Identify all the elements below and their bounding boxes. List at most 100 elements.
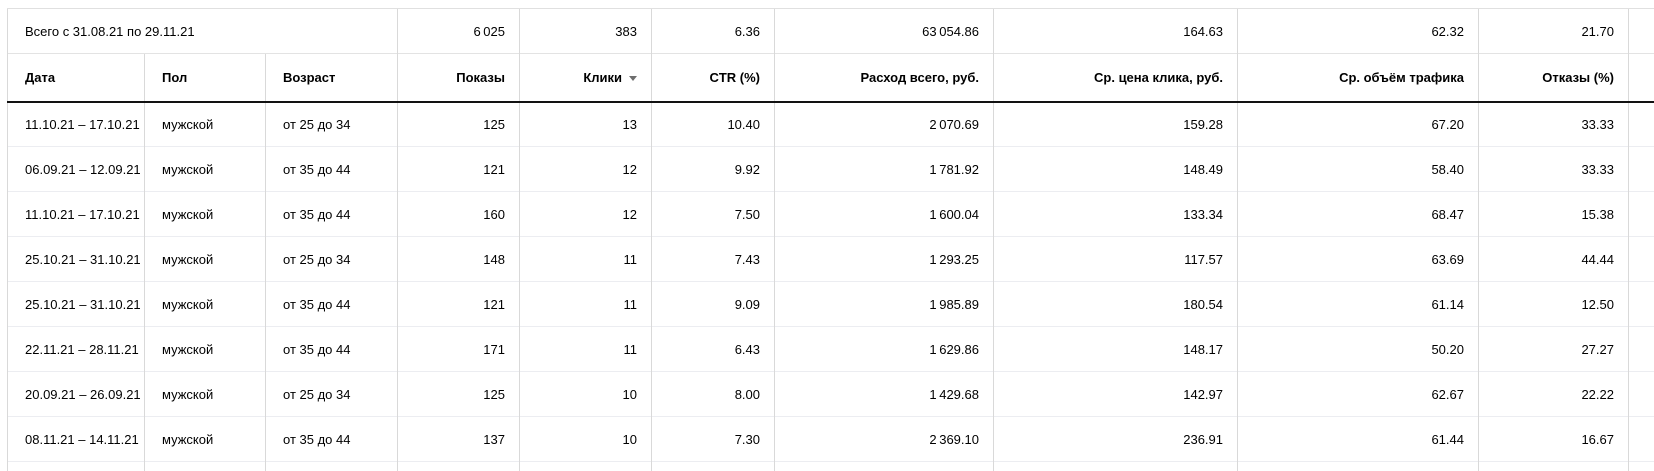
totals-avg-cpc: 164.63 (993, 8, 1238, 54)
cell-bounce-rate: 12.50 (1478, 281, 1629, 327)
cell-clicks: 11 (519, 326, 652, 372)
cell-avg-cpc: 148.17 (993, 326, 1238, 372)
column-header-avg-traffic[interactable]: Ср. объём трафика (1237, 53, 1479, 103)
cell-date: 08.11.21 – 14.11.21 (7, 416, 145, 462)
cell-impressions: 137 (397, 416, 520, 462)
cell-clicks: 10 (519, 371, 652, 417)
cell-impressions: 125 (397, 101, 520, 147)
column-header-clicks[interactable]: Клики (519, 53, 652, 103)
column-header-gender[interactable]: Пол (144, 53, 266, 103)
sort-desc-icon (629, 75, 637, 81)
cell-cost: 1 600.04 (774, 191, 994, 237)
cell-empty (651, 461, 775, 471)
cell-age: от 35 до 44 (265, 326, 398, 372)
cell-ctr: 9.09 (651, 281, 775, 327)
cell-avg-cpc: 180.54 (993, 281, 1238, 327)
cell-clicks: 10 (519, 416, 652, 462)
cell-impressions: 160 (397, 191, 520, 237)
cell-age: от 35 до 44 (265, 281, 398, 327)
cell-avg-traffic: 68.47 (1237, 191, 1479, 237)
totals-bounce-rate: 21.70 (1478, 8, 1629, 54)
table-row: 25.10.21 – 31.10.21 мужской от 25 до 34 … (7, 236, 1654, 282)
cell-empty (7, 461, 145, 471)
cell-empty (397, 461, 520, 471)
column-header-ctr[interactable]: CTR (%) (651, 53, 775, 103)
totals-row: Всего с 31.08.21 по 29.11.21 6 025 383 6… (7, 8, 1654, 54)
cell-age: от 35 до 44 (265, 416, 398, 462)
totals-cost: 63 054.86 (774, 8, 994, 54)
cell-date: 20.09.21 – 26.09.21 (7, 371, 145, 417)
cell-impressions: 125 (397, 371, 520, 417)
cell-avg-traffic: 61.44 (1237, 416, 1479, 462)
table-row: 20.09.21 – 26.09.21 мужской от 25 до 34 … (7, 371, 1654, 417)
header-cutoff-cell (1628, 53, 1654, 103)
table-row: 11.10.21 – 17.10.21 мужской от 35 до 44 … (7, 191, 1654, 237)
cell-ctr: 7.50 (651, 191, 775, 237)
cell-gender: мужской (144, 416, 266, 462)
cell-bounce-rate: 33.33 (1478, 101, 1629, 147)
totals-clicks: 383 (519, 8, 652, 54)
cell-age: от 25 до 34 (265, 236, 398, 282)
table-row: 06.09.21 – 12.09.21 мужской от 35 до 44 … (7, 146, 1654, 192)
column-header-impressions[interactable]: Показы (397, 53, 520, 103)
cell-clicks: 12 (519, 191, 652, 237)
cell-cost: 1 629.86 (774, 326, 994, 372)
cell-cutoff (1628, 191, 1654, 237)
column-header-bounce-rate[interactable]: Отказы (%) (1478, 53, 1629, 103)
cell-empty (993, 461, 1238, 471)
cell-avg-cpc: 117.57 (993, 236, 1238, 282)
cell-cutoff (1628, 281, 1654, 327)
statistics-table: Всего с 31.08.21 по 29.11.21 6 025 383 6… (7, 8, 1654, 471)
column-header-date[interactable]: Дата (7, 53, 145, 103)
cell-date: 11.10.21 – 17.10.21 (7, 101, 145, 147)
table-row: 25.10.21 – 31.10.21 мужской от 35 до 44 … (7, 281, 1654, 327)
cell-avg-traffic: 58.40 (1237, 146, 1479, 192)
cell-avg-cpc: 133.34 (993, 191, 1238, 237)
column-header-cost[interactable]: Расход всего, руб. (774, 53, 994, 103)
cell-impressions: 171 (397, 326, 520, 372)
cell-bounce-rate: 22.22 (1478, 371, 1629, 417)
cell-ctr: 6.43 (651, 326, 775, 372)
cell-avg-traffic: 67.20 (1237, 101, 1479, 147)
cell-empty (265, 461, 398, 471)
cell-bounce-rate: 33.33 (1478, 146, 1629, 192)
cell-cutoff (1628, 371, 1654, 417)
cell-cutoff (1628, 236, 1654, 282)
cell-cutoff (1628, 101, 1654, 147)
cell-date: 06.09.21 – 12.09.21 (7, 146, 145, 192)
cell-clicks: 11 (519, 281, 652, 327)
totals-cutoff-cell (1628, 8, 1654, 54)
cell-cutoff (1628, 461, 1654, 471)
cell-cutoff (1628, 326, 1654, 372)
column-header-avg-cpc[interactable]: Ср. цена клика, руб. (993, 53, 1238, 103)
cell-bounce-rate: 44.44 (1478, 236, 1629, 282)
cell-empty (1237, 461, 1479, 471)
cell-cutoff (1628, 146, 1654, 192)
cell-avg-traffic: 61.14 (1237, 281, 1479, 327)
cell-ctr: 8.00 (651, 371, 775, 417)
cell-avg-cpc: 142.97 (993, 371, 1238, 417)
header-row: Дата Пол Возраст Показы Клики CTR (%) Ра… (7, 53, 1654, 103)
totals-ctr: 6.36 (651, 8, 775, 54)
cell-cost: 1 985.89 (774, 281, 994, 327)
cell-date: 25.10.21 – 31.10.21 (7, 236, 145, 282)
cell-empty (144, 461, 266, 471)
cell-clicks: 11 (519, 236, 652, 282)
cell-cost: 1 781.92 (774, 146, 994, 192)
cell-empty (1478, 461, 1629, 471)
cell-avg-cpc: 148.49 (993, 146, 1238, 192)
cell-bounce-rate: 15.38 (1478, 191, 1629, 237)
column-header-age[interactable]: Возраст (265, 53, 398, 103)
cell-avg-traffic: 50.20 (1237, 326, 1479, 372)
cell-empty (774, 461, 994, 471)
cell-gender: мужской (144, 371, 266, 417)
cell-empty (519, 461, 652, 471)
cell-age: от 35 до 44 (265, 191, 398, 237)
cell-cost: 2 070.69 (774, 101, 994, 147)
cell-cost: 1 293.25 (774, 236, 994, 282)
cell-age: от 25 до 34 (265, 371, 398, 417)
cell-avg-cpc: 236.91 (993, 416, 1238, 462)
cell-cost: 1 429.68 (774, 371, 994, 417)
cell-impressions: 121 (397, 146, 520, 192)
cell-ctr: 7.30 (651, 416, 775, 462)
